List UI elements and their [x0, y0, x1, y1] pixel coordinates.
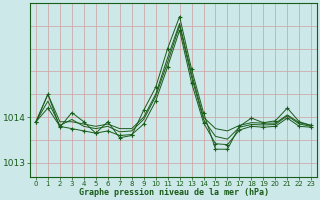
- X-axis label: Graphe pression niveau de la mer (hPa): Graphe pression niveau de la mer (hPa): [79, 188, 268, 197]
